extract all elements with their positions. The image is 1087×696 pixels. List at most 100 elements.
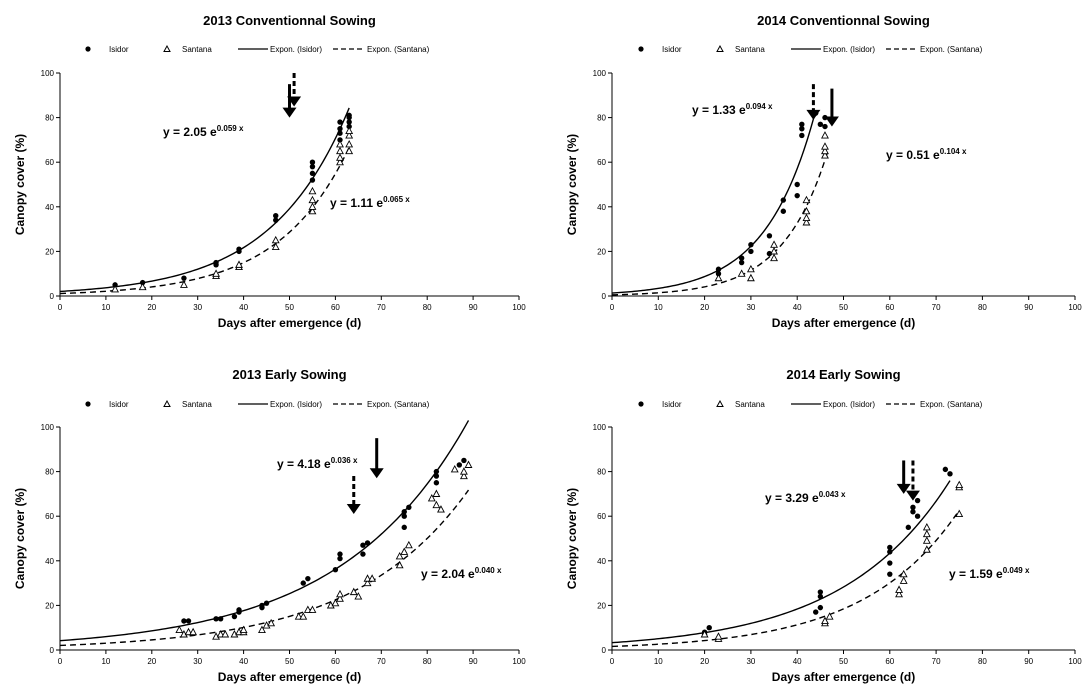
data-point-isidor xyxy=(766,250,773,257)
x-tick-label: 70 xyxy=(377,657,386,666)
data-point-santana xyxy=(308,206,317,215)
x-tick-label: 0 xyxy=(610,657,615,666)
legend-label-expon-isidor: Expon. (Isidor) xyxy=(270,400,322,409)
data-point-santana xyxy=(336,140,344,148)
data-point-isidor xyxy=(213,616,219,622)
data-point-santana xyxy=(895,589,904,598)
x-tick-label: 0 xyxy=(610,303,615,312)
data-point-isidor xyxy=(433,473,440,479)
x-tick-label: 40 xyxy=(239,303,248,312)
data-point-isidor xyxy=(887,560,893,566)
arrow-solid-head xyxy=(896,483,911,494)
data-point-isidor xyxy=(914,497,921,504)
y-tick-label: 20 xyxy=(597,247,606,256)
data-point-isidor xyxy=(337,555,343,562)
data-point-isidor xyxy=(947,471,953,477)
trendline-santana xyxy=(59,147,350,295)
x-axis-label: Days after emergence (d) xyxy=(218,670,361,684)
equation-base: y = 2.05 e xyxy=(163,125,217,139)
trendline-isidor xyxy=(611,480,951,644)
data-point-santana xyxy=(746,273,755,282)
legend-label-isidor: Isidor xyxy=(109,400,129,409)
data-point-santana xyxy=(221,630,230,638)
data-point-santana xyxy=(331,598,340,607)
x-tick-label: 60 xyxy=(885,303,894,312)
x-tick-label: 80 xyxy=(978,303,987,312)
data-point-isidor xyxy=(217,616,224,622)
legend-marker-santana xyxy=(163,44,171,52)
data-point-santana xyxy=(336,153,344,161)
data-point-isidor xyxy=(433,468,440,475)
data-point-santana xyxy=(899,569,908,578)
data-point-isidor xyxy=(406,504,412,510)
data-point-santana xyxy=(922,545,931,553)
data-point-isidor xyxy=(914,513,921,519)
x-tick-label: 50 xyxy=(285,303,294,312)
data-point-santana xyxy=(825,612,834,620)
data-point-santana xyxy=(363,574,372,582)
data-point-isidor xyxy=(236,607,242,613)
data-point-santana xyxy=(235,260,243,268)
x-tick-label: 100 xyxy=(512,657,526,666)
data-point-santana xyxy=(922,529,931,538)
y-tick-label: 60 xyxy=(597,158,606,167)
legend: Isidor Santana Expon. (Isidor) Expon. (Sant… xyxy=(638,399,983,409)
data-point-santana xyxy=(700,630,709,638)
x-tick-label: 0 xyxy=(58,657,63,666)
data-point-isidor xyxy=(794,192,800,199)
legend-marker-isidor xyxy=(85,401,91,407)
data-point-isidor xyxy=(887,571,893,577)
data-point-santana xyxy=(111,284,120,293)
data-point-isidor xyxy=(346,123,352,130)
y-tick-label: 0 xyxy=(50,646,55,655)
data-point-santana xyxy=(354,592,363,600)
data-point-santana xyxy=(212,269,221,277)
data-point-santana xyxy=(308,605,317,613)
data-point-santana xyxy=(922,522,931,531)
x-tick-label: 50 xyxy=(839,657,848,666)
data-point-santana xyxy=(138,282,147,291)
data-point-santana xyxy=(746,264,755,273)
data-point-isidor xyxy=(942,466,949,473)
x-axis-label: Days after emergence (d) xyxy=(772,670,915,684)
equation-base: y = 1.59 e xyxy=(949,567,1003,581)
y-tick-label: 60 xyxy=(45,512,54,521)
data-point-santana xyxy=(336,157,344,166)
data-point-santana xyxy=(216,630,225,638)
data-point-isidor xyxy=(364,540,371,546)
x-tick-label: 10 xyxy=(654,657,663,666)
data-point-santana xyxy=(737,269,746,277)
data-point-isidor xyxy=(715,271,722,277)
data-point-isidor xyxy=(715,266,722,272)
data-point-santana xyxy=(432,500,441,509)
x-tick-label: 80 xyxy=(978,657,987,666)
x-tick-label: 90 xyxy=(469,303,478,312)
trendline-isidor xyxy=(611,110,817,294)
data-point-isidor xyxy=(799,121,805,127)
data-point-santana xyxy=(395,551,404,560)
arrow-solid-head xyxy=(282,107,297,118)
data-point-isidor xyxy=(799,132,805,139)
x-tick-label: 30 xyxy=(193,657,202,666)
equation-exponent: 0.059 x xyxy=(217,124,244,133)
x-tick-label: 10 xyxy=(101,657,110,666)
data-point-santana xyxy=(770,240,779,248)
data-point-isidor xyxy=(337,126,343,132)
data-point-isidor xyxy=(780,197,787,203)
x-tick-label: 70 xyxy=(932,303,941,312)
data-point-santana xyxy=(821,151,829,159)
data-point-santana xyxy=(714,632,723,640)
data-point-santana xyxy=(179,280,188,288)
data-point-santana xyxy=(271,235,280,244)
data-point-santana xyxy=(464,460,473,468)
data-point-santana xyxy=(404,540,413,549)
arrow-solid-head xyxy=(369,468,384,479)
arrow-dashed-head xyxy=(287,96,302,107)
x-tick-label: 90 xyxy=(1024,657,1033,666)
y-tick-label: 100 xyxy=(41,69,55,78)
data-point-isidor xyxy=(231,613,238,620)
data-point-santana xyxy=(239,625,248,633)
trendline-santana xyxy=(611,509,960,648)
data-point-isidor xyxy=(337,551,343,557)
legend-marker-isidor xyxy=(85,46,91,52)
